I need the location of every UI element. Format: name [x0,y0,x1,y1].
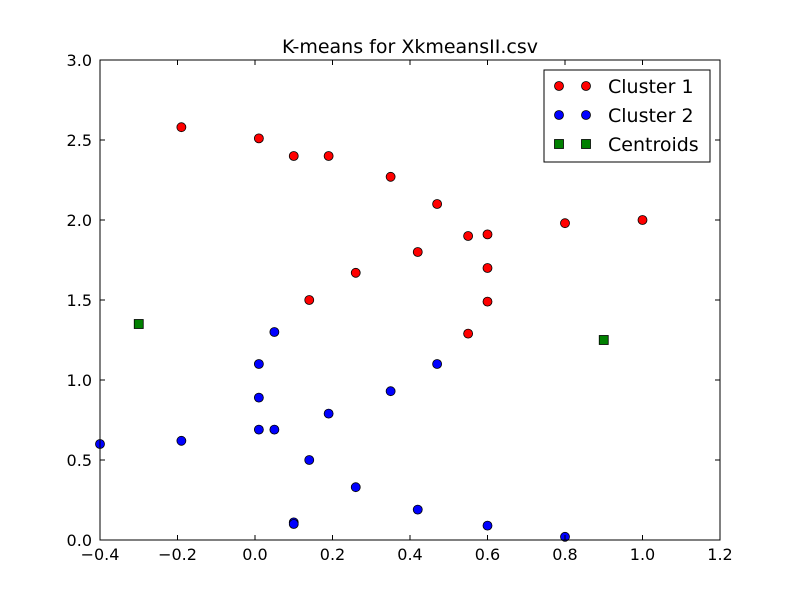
cluster-2-point [385,386,396,397]
x-tick-label: 0.0 [242,545,267,564]
cluster-2-point [323,408,334,419]
y-tick-label: 1.5 [67,291,92,310]
cluster-2-point [432,359,443,369]
x-tick-label: 1.0 [630,545,655,564]
cluster-2-point [253,359,264,369]
cluster-1-point [482,263,493,273]
cluster-1-point [560,218,570,229]
cluster-1-point [482,296,493,307]
legend-label-centroids: Centroids [608,134,699,156]
y-tick-label: 2.5 [67,131,92,150]
cluster-2-point [412,504,423,515]
legend-marker-cluster-1 [554,81,564,91]
legend-label-cluster-1: Cluster 1 [608,76,694,98]
y-tick-label: 3.0 [67,51,92,70]
legend-marker-cluster-2 [554,110,564,120]
cluster-2-point [350,482,361,493]
cluster-1-point [385,171,396,182]
legend-marker-cluster-2 [581,110,591,120]
x-tick-label: 0.2 [320,545,345,564]
cluster-1-point [432,199,443,209]
centroids-point [598,335,609,345]
cluster-1-point [412,247,423,257]
legend-box [543,69,711,163]
legend-marker-centroids [581,139,591,149]
cluster-1-point [176,122,187,133]
axes-frame [99,59,721,541]
axes-border [99,59,721,541]
cluster-2-point [288,519,299,529]
legend-marker-cluster-1 [581,81,591,91]
cluster-2-point [176,435,187,446]
cluster-1-point [288,151,299,161]
x-tick-label: 0.8 [552,545,577,564]
cluster-1-point [637,215,648,225]
cluster-1-point [304,295,315,305]
y-tick-label: 1.0 [67,371,92,390]
y-tick-label: 0.5 [67,451,92,470]
x-tick-label: 0.4 [397,545,422,564]
cluster-2-point [482,520,493,531]
x-tick-label: −0.4 [81,545,120,564]
cluster-1-point [463,328,474,339]
cluster-1-point [350,267,361,278]
legend-label-cluster-2: Cluster 2 [608,105,694,127]
cluster-1-point [323,151,334,161]
y-tick-label: 2.0 [67,211,92,230]
cluster-1-point [482,229,493,240]
x-tick-label: 1.2 [707,545,732,564]
legend: Cluster 1 Cluster 2 Centroids [543,69,711,163]
chart-title: K-means for XkmeansII.csv [282,36,538,58]
centroids-point [133,319,144,329]
y-tick-label: 0.0 [67,531,92,550]
cluster-1-point [463,231,474,241]
cluster-2-point [269,424,280,435]
cluster-1-point [253,133,264,144]
legend-marker-centroids [554,139,564,149]
cluster-2-point [304,455,315,465]
x-tick-label: −0.2 [158,545,197,564]
cluster-2-point [253,392,264,403]
data-points [95,122,648,542]
x-tick-label: 0.6 [475,545,500,564]
cluster-2-point [269,327,280,337]
axis-ticks: −0.4 −0.2 0.0 0.2 0.4 0.6 0.8 1.0 1.2 0.0 0.5 1.0 1.… [67,51,733,564]
cluster-2-point [253,424,264,435]
